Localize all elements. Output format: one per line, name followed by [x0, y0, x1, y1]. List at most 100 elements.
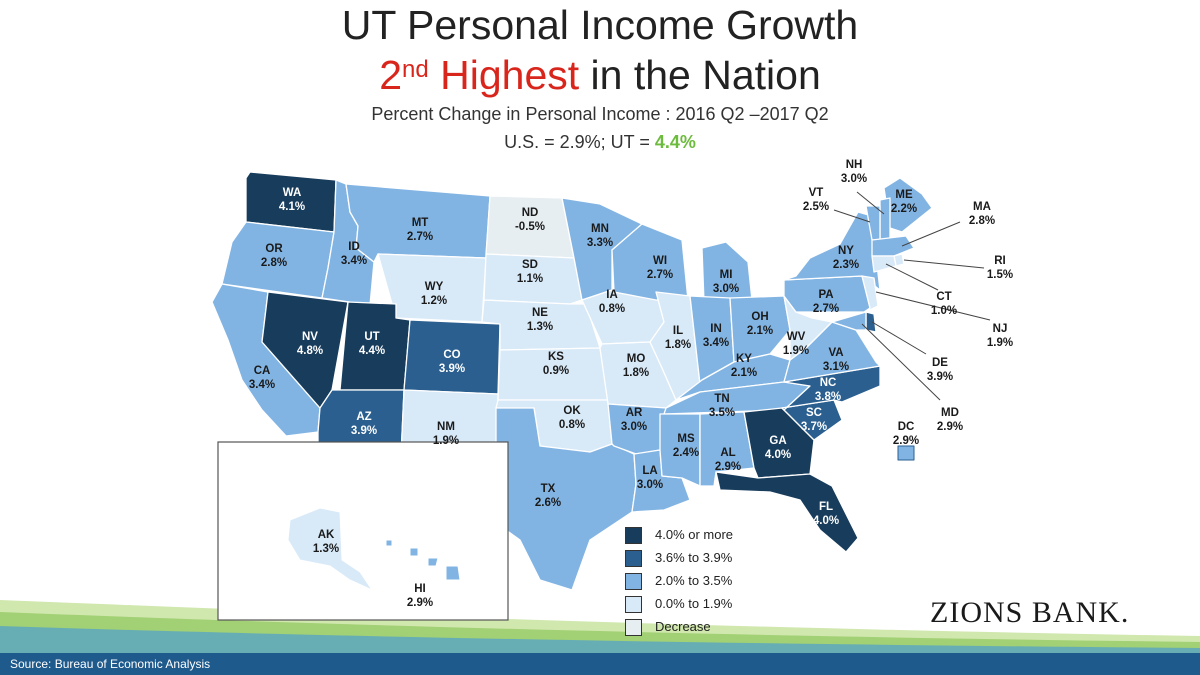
state-value-nm: 1.9% — [433, 435, 459, 447]
source-text: Source: Bureau of Economic Analysis — [10, 657, 211, 671]
legend-item: 0.0% to 1.9% — [625, 596, 825, 616]
state-value-va: 3.1% — [823, 361, 849, 373]
legend-swatch — [625, 527, 642, 544]
state-abbr-ny: NY — [838, 245, 854, 257]
legend-label: 3.6% to 3.9% — [655, 550, 733, 565]
state-value-id: 3.4% — [341, 255, 367, 267]
state-abbr-nj: NJ — [993, 323, 1008, 335]
state-value-nc: 3.8% — [815, 391, 841, 403]
state-ak — [287, 507, 374, 592]
state-value-nh: 3.0% — [841, 173, 867, 185]
state-value-wy: 1.2% — [421, 295, 447, 307]
state-value-ct: 1.0% — [931, 305, 957, 317]
state-value-ky: 2.1% — [731, 367, 757, 379]
state-value-fl: 4.0% — [813, 515, 839, 527]
legend-swatch — [625, 550, 642, 567]
state-md — [831, 311, 867, 331]
leader-line-md — [861, 323, 941, 401]
leader-line-ma — [901, 221, 961, 247]
state-abbr-ok: OK — [563, 405, 581, 417]
state-abbr-mi: MI — [720, 269, 733, 281]
leader-line-ct — [885, 263, 939, 291]
state-ma — [871, 235, 915, 257]
state-value-de: 3.9% — [927, 371, 953, 383]
state-abbr-ga: GA — [769, 435, 786, 447]
legend-label: 4.0% or more — [655, 527, 734, 542]
leader-line-nj — [875, 291, 991, 321]
state-abbr-in: IN — [710, 323, 722, 335]
inset-frame — [217, 441, 509, 621]
state-abbr-mn: MN — [591, 223, 609, 235]
title-line-1: UT Personal Income Growth — [341, 2, 859, 48]
state-abbr-or: OR — [265, 243, 283, 255]
legend-item: 4.0% or more — [625, 527, 825, 547]
state-value-ne: 1.3% — [527, 321, 553, 333]
state-abbr-ia: IA — [606, 289, 618, 301]
state-abbr-ks: KS — [548, 351, 564, 363]
state-value-mt: 2.7% — [407, 231, 433, 243]
rank-suffix: nd — [402, 56, 429, 83]
state-abbr-ri: RI — [994, 255, 1006, 267]
state-value-ut: 4.4% — [359, 345, 385, 357]
state-value-wv: 1.9% — [783, 345, 809, 357]
summary-prefix: U.S. = 2.9%; UT = — [504, 132, 655, 152]
state-abbr-wa: WA — [283, 187, 302, 199]
state-abbr-co: CO — [443, 349, 460, 361]
state-value-vt: 2.5% — [803, 201, 829, 213]
state-value-dc: 2.9% — [893, 435, 919, 447]
legend-swatch — [625, 619, 642, 636]
state-value-tx: 2.6% — [535, 497, 561, 509]
legend-swatch — [625, 596, 642, 613]
leader-line-vt — [833, 209, 871, 223]
state-abbr-me: ME — [895, 189, 913, 201]
state-value-mn: 3.3% — [587, 237, 613, 249]
legend-label: 0.0% to 1.9% — [655, 596, 733, 611]
state-value-me: 2.2% — [891, 203, 917, 215]
state-abbr-pa: PA — [818, 289, 833, 301]
state-abbr-il: IL — [673, 325, 683, 337]
legend-item: 3.6% to 3.9% — [625, 550, 825, 570]
state-abbr-va: VA — [828, 347, 843, 359]
state-mn — [561, 197, 643, 301]
legend-label: 2.0% to 3.5% — [655, 573, 733, 588]
state-abbr-tn: TN — [714, 393, 729, 405]
state-abbr-az: AZ — [356, 411, 371, 423]
state-abbr-al: AL — [720, 447, 735, 459]
state-abbr-nd: ND — [522, 207, 539, 219]
state-value-wa: 4.1% — [279, 201, 305, 213]
zions-bank-logo: ZIONS BANK. — [930, 596, 1130, 629]
state-abbr-fl: FL — [819, 501, 833, 513]
state-value-nj: 1.9% — [987, 337, 1013, 349]
state-value-ks: 0.9% — [543, 365, 569, 377]
state-oh — [729, 295, 791, 363]
state-value-la: 3.0% — [637, 479, 663, 491]
legend-label: Decrease — [655, 619, 711, 634]
state-abbr-ca: CA — [254, 365, 271, 377]
leader-line-nh — [856, 191, 885, 215]
state-value-md: 2.9% — [937, 421, 963, 433]
state-abbr-wi: WI — [653, 255, 667, 267]
state-abbr-sc: SC — [806, 407, 822, 419]
state-nc — [781, 365, 881, 411]
state-value-az: 3.9% — [351, 425, 377, 437]
state-dc — [897, 445, 915, 461]
state-value-mo: 1.8% — [623, 367, 649, 379]
leader-line-de — [871, 321, 927, 355]
state-abbr-nv: NV — [302, 331, 318, 343]
state-value-or: 2.8% — [261, 257, 287, 269]
state-abbr-de: DE — [932, 357, 948, 369]
state-value-nd: -0.5% — [515, 221, 545, 233]
state-value-sd: 1.1% — [517, 273, 543, 285]
state-abbr-oh: OH — [751, 311, 768, 323]
state-value-wi: 2.7% — [647, 269, 673, 281]
state-ct — [871, 255, 897, 273]
state-abbr-ne: NE — [532, 307, 548, 319]
legend-swatch — [625, 573, 642, 590]
state-value-nv: 4.8% — [297, 345, 323, 357]
state-abbr-sd: SD — [522, 259, 538, 271]
state-value-pa: 2.7% — [813, 303, 839, 315]
state-abbr-ct: CT — [936, 291, 951, 303]
state-value-ny: 2.3% — [833, 259, 859, 271]
source-bar: Source: Bureau of Economic Analysis — [0, 653, 1200, 675]
leader-line-ri — [903, 259, 985, 269]
